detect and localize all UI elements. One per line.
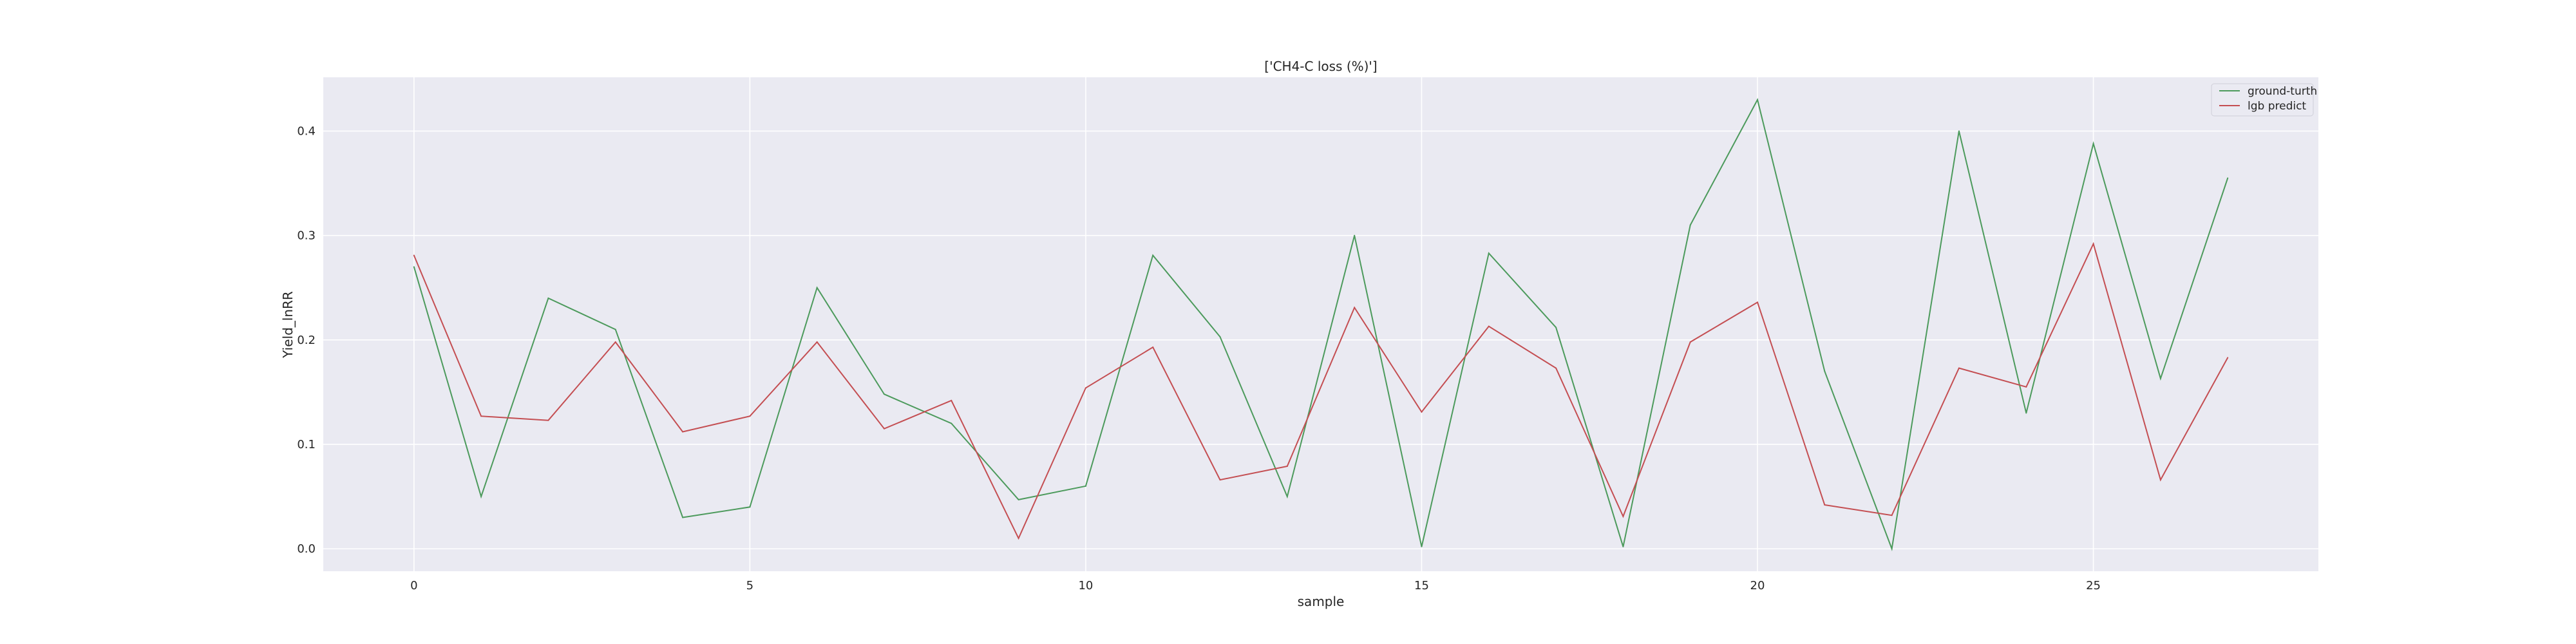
series-line-lgb-predict [413, 242, 2229, 540]
legend: ground-turth lgb predict [2211, 83, 2317, 117]
data-point-lgb-predict [1891, 515, 1893, 516]
data-point-lgb-predict [883, 428, 885, 430]
series-line-ground-turth [413, 98, 2229, 551]
y-axis-label: Yield_lnRR [280, 291, 296, 359]
grid-lines [323, 77, 2318, 571]
y-tick-label: 0.2 [297, 334, 316, 347]
data-point-lgb-predict [1286, 466, 1288, 468]
chart-title: ['CH4-C loss (%)'] [1264, 59, 1377, 74]
data-point-ground-turth [1757, 99, 1759, 100]
x-tick-label: 5 [746, 579, 753, 592]
data-point-lgb-predict [413, 254, 415, 256]
data-point-ground-turth [413, 266, 415, 268]
data-point-lgb-predict [2025, 386, 2027, 388]
data-point-ground-turth [816, 287, 818, 289]
data-point-ground-turth [1555, 327, 1557, 328]
y-tick-label: 0.4 [297, 125, 316, 138]
data-point-ground-turth [480, 496, 482, 498]
data-point-ground-turth [1152, 254, 1154, 256]
data-point-ground-turth [2025, 412, 2027, 414]
data-point-lgb-predict [1354, 307, 1356, 308]
data-point-lgb-predict [2092, 243, 2094, 245]
data-point-ground-turth [951, 422, 952, 424]
data-point-ground-turth [614, 328, 616, 330]
data-point-ground-turth [1286, 496, 1288, 498]
legend-label-lgb-predict: lgb predict [2248, 100, 2306, 113]
data-point-lgb-predict [1958, 367, 1960, 369]
tick-labels: 0 5 10 15 20 25 0.0 0.1 0.2 0.3 0.4 [297, 125, 2101, 592]
series-lgb-predict [413, 242, 2229, 540]
legend-label-ground-turth: ground-turth [2248, 85, 2317, 98]
data-point-ground-turth [1219, 336, 1221, 337]
data-point-lgb-predict [1689, 341, 1691, 343]
data-point-lgb-predict [614, 341, 616, 343]
data-point-ground-turth [1354, 234, 1356, 236]
x-tick-label: 0 [410, 579, 417, 592]
data-point-ground-turth [682, 516, 684, 518]
data-point-lgb-predict [1757, 301, 1759, 303]
series-ground-turth [413, 98, 2229, 551]
data-point-lgb-predict [1084, 387, 1086, 389]
data-point-lgb-predict [2227, 357, 2229, 359]
x-tick-label: 15 [1414, 579, 1429, 592]
data-point-lgb-predict [1555, 367, 1557, 369]
data-point-ground-turth [1084, 485, 1086, 487]
data-point-lgb-predict [1824, 504, 1826, 506]
data-point-lgb-predict [749, 415, 751, 417]
data-point-ground-turth [1622, 545, 1624, 547]
data-point-lgb-predict [1421, 411, 1423, 413]
x-tick-label: 10 [1078, 579, 1093, 592]
data-point-ground-turth [1689, 224, 1691, 226]
x-tick-label: 20 [1750, 579, 1765, 592]
data-point-lgb-predict [816, 341, 818, 343]
data-point-ground-turth [1891, 548, 1893, 550]
data-point-lgb-predict [480, 415, 482, 417]
data-point-ground-turth [1018, 498, 1019, 500]
legend-box [2211, 83, 2314, 117]
data-point-lgb-predict [2159, 479, 2161, 481]
data-point-ground-turth [2227, 177, 2229, 179]
data-point-lgb-predict [1488, 325, 1490, 327]
data-point-ground-turth [1488, 252, 1490, 254]
data-point-lgb-predict [547, 419, 549, 421]
data-series [413, 98, 2229, 551]
data-point-ground-turth [1421, 545, 1423, 547]
y-tick-label: 0.1 [297, 438, 316, 451]
y-tick-label: 0.0 [297, 542, 316, 556]
data-point-lgb-predict [951, 399, 952, 401]
x-tick-label: 25 [2086, 579, 2101, 592]
data-point-ground-turth [547, 297, 549, 299]
data-point-ground-turth [2092, 142, 2094, 144]
data-point-ground-turth [1824, 370, 1826, 372]
x-axis-label: sample [1298, 594, 1345, 609]
data-point-ground-turth [2159, 377, 2161, 379]
data-point-lgb-predict [1018, 537, 1019, 539]
data-point-ground-turth [1958, 130, 1960, 132]
data-point-ground-turth [749, 506, 751, 508]
data-point-lgb-predict [1152, 346, 1154, 348]
data-point-lgb-predict [1219, 479, 1221, 481]
y-tick-label: 0.3 [297, 229, 316, 243]
data-point-ground-turth [883, 393, 885, 395]
plot-background [323, 77, 2318, 571]
data-point-lgb-predict [1622, 515, 1624, 517]
data-point-lgb-predict [682, 431, 684, 433]
